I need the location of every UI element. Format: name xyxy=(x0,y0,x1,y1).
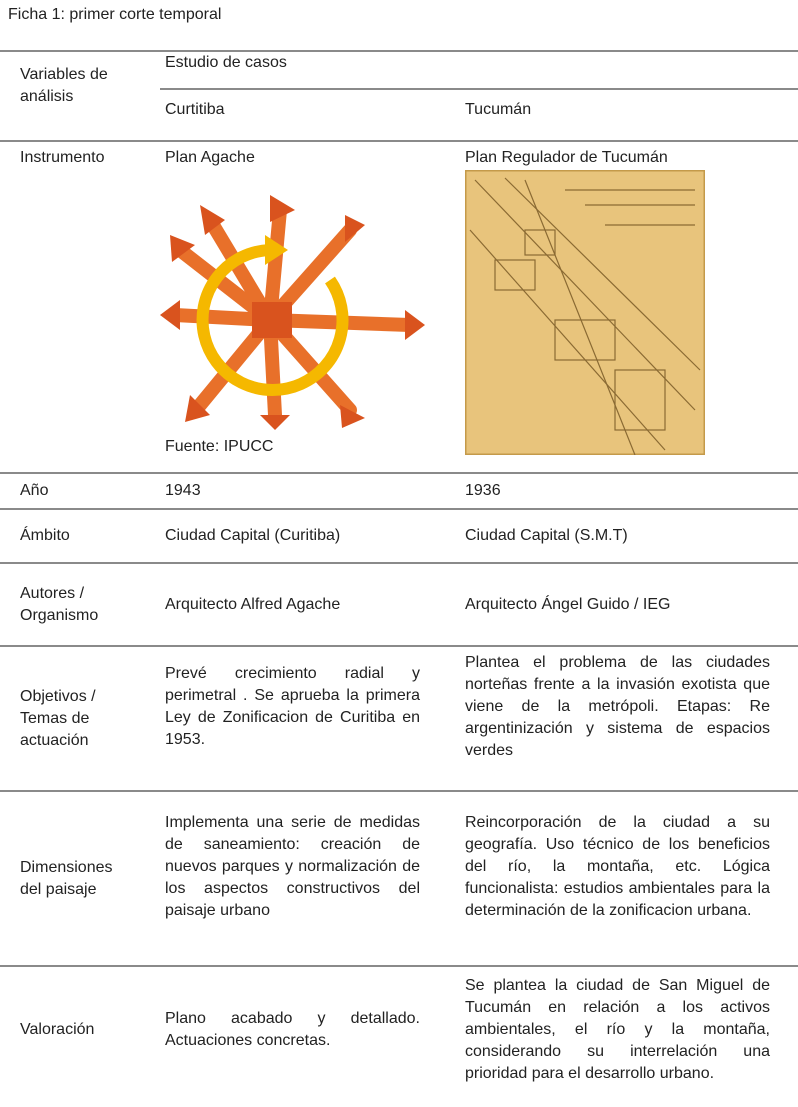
row-label: Valoración xyxy=(20,967,150,1092)
text: Se plantea la ciudad de San Miguel de Tu… xyxy=(465,976,770,1082)
row-label: Año xyxy=(20,482,49,499)
cell: Plan Regulador de Tucumán xyxy=(465,149,668,166)
text: Dimensiones del paisaje xyxy=(20,858,113,898)
text: Reincorporación de la ciudad a su geogra… xyxy=(465,814,770,919)
title: Ficha 1: primer corte temporal xyxy=(8,6,222,23)
row-label: Autores / Organismo xyxy=(20,564,130,645)
rule xyxy=(0,965,798,967)
row-label: Ámbito xyxy=(20,510,150,562)
cell: Reincorporación de la ciudad a su geogra… xyxy=(465,792,770,942)
text: Ciudad Capital (S.M.T) xyxy=(465,527,628,544)
row-label: Instrumento xyxy=(20,149,105,166)
cell: Plan Agache xyxy=(165,149,255,166)
cell: Plano acabado y detallado. Actuaciones c… xyxy=(165,967,420,1092)
cell: Implementa una serie de medidas de sanea… xyxy=(165,792,420,942)
rule xyxy=(0,790,798,792)
text: Valoración xyxy=(20,1020,95,1038)
row-label: Dimensiones del paisaje xyxy=(20,792,135,965)
plan-image xyxy=(465,170,705,455)
header-variables: Variables de análisis xyxy=(20,66,108,105)
cell: Plantea el problema de las ciudades nort… xyxy=(465,647,770,767)
image-source: Fuente: IPUCC xyxy=(165,438,274,455)
cell: Arquitecto Ángel Guido / IEG xyxy=(465,564,770,645)
rule xyxy=(0,50,798,52)
text: Arquitecto Alfred Agache xyxy=(165,595,341,613)
rule xyxy=(160,88,798,90)
cell: 1936 xyxy=(465,482,501,499)
rule xyxy=(0,508,798,510)
text: Ciudad Capital (Curitiba) xyxy=(165,527,341,544)
rule xyxy=(0,645,798,647)
cell: Ciudad Capital (Curitiba) xyxy=(165,510,425,562)
header-case: Curtitiba xyxy=(165,101,225,118)
rule xyxy=(0,472,798,474)
text: Objetivos / Temas de actuación xyxy=(20,687,96,749)
text: Autores / Organismo xyxy=(20,584,99,624)
rule xyxy=(0,562,798,564)
text: Prevé crecimiento radial y perimetral . … xyxy=(165,665,420,748)
cell: Se plantea la ciudad de San Miguel de Tu… xyxy=(465,967,770,1092)
cell: 1943 xyxy=(165,482,201,499)
text: Plantea el problema de las ciudades nort… xyxy=(465,654,770,759)
text: Plano acabado y detallado. Actuaciones c… xyxy=(165,1009,420,1049)
row-label: Objetivos / Temas de actuación xyxy=(20,647,120,790)
text: Ámbito xyxy=(20,527,70,544)
cell: Ciudad Capital (S.M.T) xyxy=(465,510,770,562)
radial-growth-image xyxy=(160,195,425,430)
header-group: Estudio de casos xyxy=(165,54,287,71)
header-case: Tucumán xyxy=(465,101,532,118)
cell: Prevé crecimiento radial y perimetral . … xyxy=(165,647,420,767)
rule xyxy=(0,140,798,142)
text: Arquitecto Ángel Guido / IEG xyxy=(465,595,671,613)
cell: Arquitecto Alfred Agache xyxy=(165,564,425,645)
text: Implementa una serie de medidas de sanea… xyxy=(165,814,420,919)
